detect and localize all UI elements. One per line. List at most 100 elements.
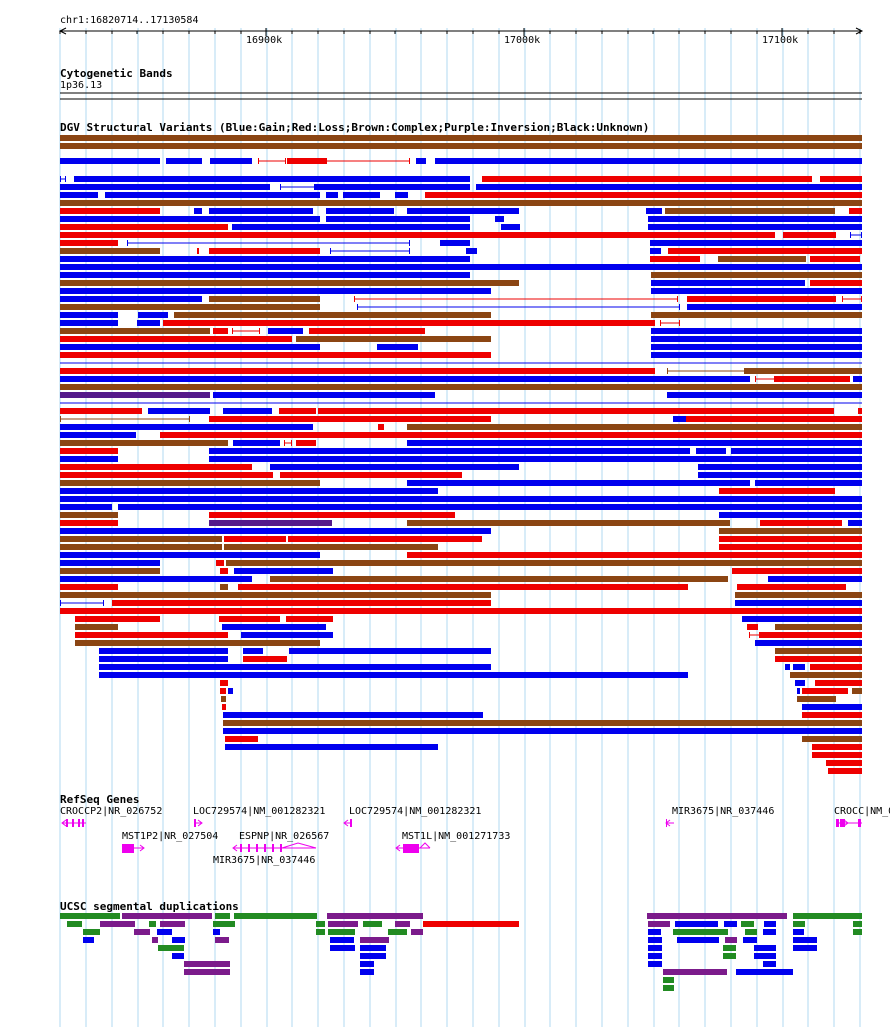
gene-label[interactable]: CROCC|NM_0 bbox=[834, 806, 890, 817]
dgv-variant bbox=[228, 688, 233, 694]
gene-label[interactable]: CROCCP2|NR_026752 bbox=[60, 806, 163, 817]
dgv-variant bbox=[286, 616, 333, 622]
dgv-variant bbox=[60, 392, 210, 398]
segdup-block bbox=[172, 953, 184, 959]
dgv-variant bbox=[849, 208, 862, 214]
dgv-variant bbox=[651, 344, 862, 350]
dgv-variant bbox=[802, 736, 862, 742]
dgv-variant bbox=[60, 472, 273, 478]
gene-label[interactable]: MIR3675|NR_037446 bbox=[213, 855, 316, 866]
dgv-variant bbox=[810, 280, 862, 286]
gene-label[interactable]: LOC729574|NM_001282321 bbox=[349, 806, 482, 817]
segdup-block bbox=[411, 929, 423, 935]
dgv-variant bbox=[60, 208, 160, 214]
dgv-variant bbox=[60, 248, 160, 254]
dgv-variant bbox=[407, 440, 862, 446]
gene-label[interactable]: MIR3675|NR_037446 bbox=[672, 806, 775, 817]
dgv-variant bbox=[213, 328, 228, 334]
refseq-track-title: RefSeq Genes bbox=[60, 793, 140, 806]
dgv-variant bbox=[99, 664, 491, 670]
dgv-variant bbox=[60, 272, 470, 278]
dgv-variant bbox=[163, 320, 655, 326]
dgv-variant bbox=[768, 576, 862, 582]
dgv-variant bbox=[270, 576, 728, 582]
segdup-block bbox=[853, 929, 862, 935]
segdup-block bbox=[360, 953, 386, 959]
strand-arrow bbox=[395, 844, 401, 852]
dgv-variant bbox=[650, 256, 700, 262]
dgv-variant bbox=[209, 520, 332, 526]
dgv-variant bbox=[651, 352, 862, 358]
dgv-variant bbox=[224, 544, 438, 550]
dgv-variant bbox=[651, 280, 805, 286]
segdup-block bbox=[764, 921, 776, 927]
gene-label[interactable]: ESPNP|NR_026567 bbox=[239, 831, 330, 842]
dgv-variant bbox=[222, 624, 228, 630]
dgv-variant bbox=[686, 416, 862, 422]
dgv-variant bbox=[60, 135, 862, 141]
segdup-track-title: UCSC segmental duplications bbox=[60, 900, 239, 913]
dgv-variant bbox=[60, 256, 470, 262]
strand-arrow bbox=[343, 819, 349, 827]
segdup-block bbox=[213, 921, 235, 927]
gene-exon bbox=[72, 819, 74, 827]
dgv-variant bbox=[225, 736, 258, 742]
dgv-variant bbox=[223, 720, 862, 726]
dgv-variant bbox=[220, 568, 228, 574]
dgv-variant bbox=[793, 664, 805, 670]
dgv-variant bbox=[416, 158, 426, 164]
dgv-variant bbox=[667, 392, 862, 398]
dgv-variant bbox=[651, 272, 862, 278]
segdup-block bbox=[60, 913, 120, 919]
dgv-variant bbox=[148, 408, 210, 414]
dgv-variant bbox=[858, 408, 862, 414]
dgv-variant bbox=[719, 488, 835, 494]
gene-exon bbox=[248, 844, 250, 852]
segdup-block bbox=[122, 913, 212, 919]
dgv-variant bbox=[60, 280, 519, 286]
dgv-variant bbox=[222, 704, 226, 710]
segdup-block bbox=[316, 929, 325, 935]
dgv-variant bbox=[673, 416, 686, 422]
segdup-block bbox=[360, 945, 386, 951]
segdup-block bbox=[724, 921, 737, 927]
dgv-variant bbox=[407, 424, 862, 430]
segdup-block bbox=[793, 937, 817, 943]
dgv-variant bbox=[213, 392, 435, 398]
dgv-variant bbox=[482, 176, 812, 182]
dgv-variant bbox=[326, 208, 394, 214]
dgv-variant bbox=[425, 192, 862, 198]
dgv-variant bbox=[60, 344, 320, 350]
dgv-variant bbox=[665, 208, 835, 214]
segdup-block bbox=[83, 937, 94, 943]
dgv-variant bbox=[797, 688, 800, 694]
dgv-variant bbox=[209, 208, 313, 214]
dgv-variant bbox=[60, 376, 750, 382]
dgv-variant bbox=[435, 158, 862, 164]
gene-label[interactable]: MST1L|NM_001271733 bbox=[402, 831, 511, 842]
dgv-variant bbox=[60, 464, 252, 470]
gene-label[interactable]: MST1P2|NR_027504 bbox=[122, 831, 219, 842]
dgv-variant bbox=[812, 752, 862, 758]
segdup-block bbox=[316, 921, 325, 927]
gene-exon bbox=[840, 819, 843, 827]
ruler-arrow-right bbox=[855, 27, 864, 35]
segdup-block bbox=[215, 937, 229, 943]
segdup-block bbox=[741, 921, 754, 927]
segdup-block bbox=[647, 913, 787, 919]
dgv-variant bbox=[223, 728, 862, 734]
dgv-variant bbox=[60, 424, 313, 430]
segdup-block bbox=[648, 921, 670, 927]
dgv-variant bbox=[802, 712, 862, 718]
segdup-block bbox=[663, 985, 674, 991]
dgv-variant bbox=[318, 408, 834, 414]
segdup-block bbox=[184, 961, 230, 967]
gene-exon bbox=[858, 819, 861, 827]
dgv-variant bbox=[99, 656, 228, 662]
dgv-variant bbox=[309, 328, 425, 334]
dgv-variant bbox=[326, 192, 338, 198]
gene-label[interactable]: LOC729574|NM_001282321 bbox=[193, 806, 326, 817]
dgv-variant bbox=[137, 320, 160, 326]
dgv-variant bbox=[810, 256, 860, 262]
cytoband-label: 1p36.13 bbox=[60, 80, 103, 91]
